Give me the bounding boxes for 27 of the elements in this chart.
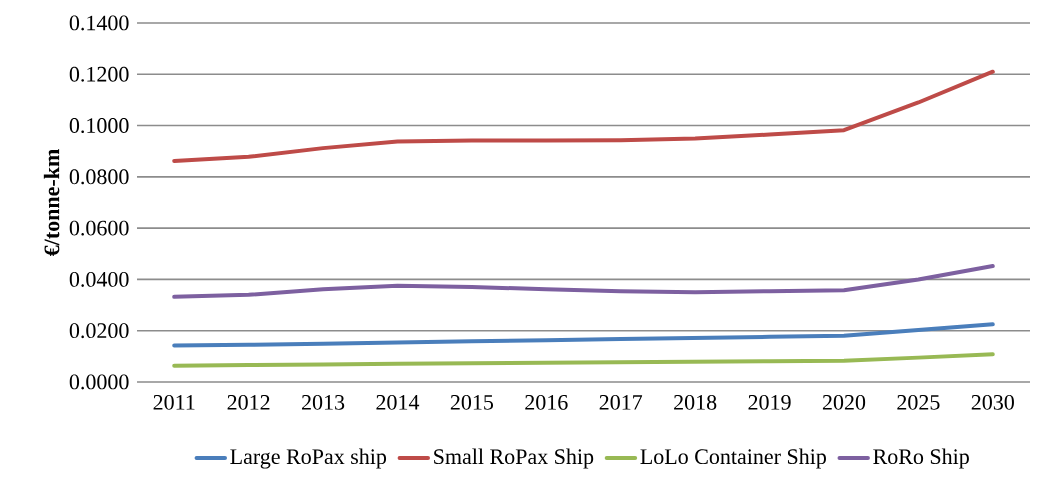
x-tick-label: 2025 — [897, 394, 940, 410]
x-tick-label: 2011 — [153, 394, 195, 410]
y-tick-label: 0.0400 — [69, 271, 129, 287]
x-tick-label: 2018 — [674, 394, 717, 410]
x-tick-label: 2017 — [599, 394, 643, 410]
y-tick-label: 0.1000 — [69, 118, 129, 134]
x-tick-label: 2019 — [748, 394, 791, 410]
x-tick-label: 2012 — [227, 394, 270, 410]
y-tick-label: 0.0800 — [69, 169, 129, 185]
x-tick-label: 2015 — [450, 394, 494, 410]
x-tick-label: 2030 — [971, 394, 1014, 410]
legend-label: Small RoPax Ship — [434, 448, 594, 469]
y-axis-title: €/tonne-km — [43, 149, 60, 256]
legend-label: RoRo Ship — [873, 448, 969, 469]
line-series — [172, 69, 995, 163]
x-tick-label: 2013 — [302, 394, 345, 410]
y-tick-label: 0.1200 — [69, 66, 129, 82]
line-series — [172, 264, 995, 299]
y-tick-label: 0.1400 — [69, 15, 129, 31]
y-tick-label: 0.0000 — [69, 374, 129, 390]
x-tick-label: 2014 — [376, 394, 420, 410]
x-tick-label: 2016 — [525, 394, 568, 410]
y-tick-label: 0.0600 — [69, 220, 129, 236]
x-tick-label: 2020 — [822, 394, 866, 410]
y-tick-label: 0.0200 — [69, 323, 129, 339]
legend-label: LoLo Container Ship — [640, 448, 826, 469]
legend-label: Large RoPax ship — [230, 448, 387, 469]
